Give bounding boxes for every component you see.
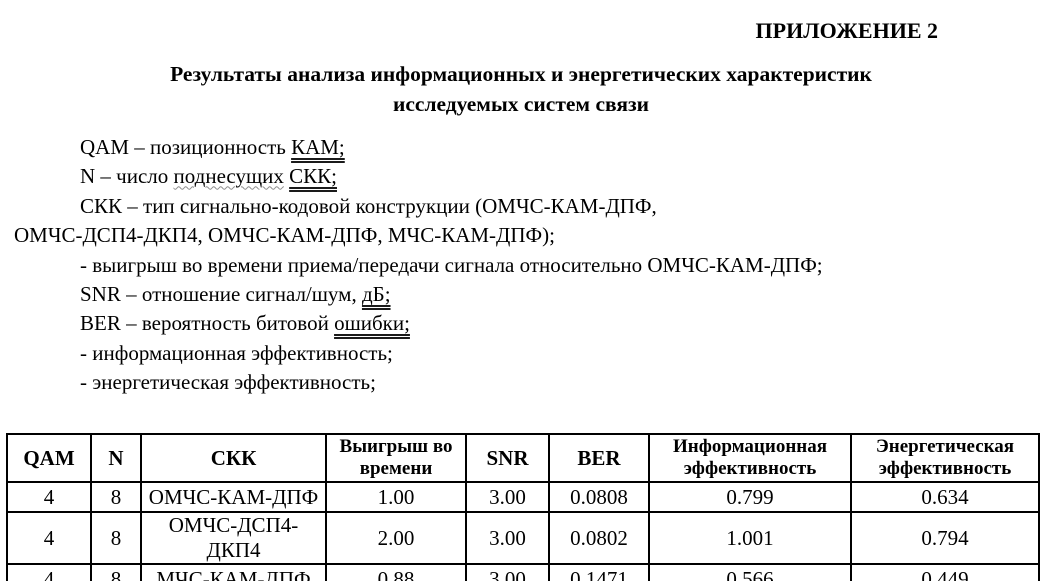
cell-time-gain: 0.88 — [325, 563, 467, 581]
header-time-gain: Выигрыш во времени — [325, 433, 467, 483]
grammar-underlined-text: ошибки; — [334, 311, 410, 336]
header-qam: QAM — [6, 433, 92, 483]
grammar-underlined-text: дБ; — [361, 282, 391, 307]
definition-line-skk: СКК – тип сигнально-кодовой конструкции … — [14, 192, 1028, 221]
header-energy-eff: Энергетическая эффективность — [850, 433, 1040, 483]
spellcheck-underlined-text: поднесущих — [173, 164, 284, 189]
grammar-underlined-text: КАМ; — [291, 135, 345, 159]
table-row: 4 8 МЧС-КАМ-ДПФ 0.88 3.00 0.1471 0.566 0… — [6, 563, 1040, 581]
definition-line-energy-eff: - энергетическая эффективность; — [14, 368, 1028, 397]
definitions-list: QAM – позиционность КАМ; N – число подне… — [14, 133, 1028, 398]
cell-snr: 3.00 — [465, 563, 550, 581]
cell-ber: 0.0802 — [548, 511, 650, 565]
definition-line-qam: QAM – позиционность КАМ; — [14, 133, 1028, 162]
cell-info-eff: 0.566 — [648, 563, 852, 581]
definition-text: ОМЧС-ДСП4-ДКП4, ОМЧС-КАМ-ДПФ, МЧС-КАМ-ДП… — [14, 223, 555, 248]
cell-energy-eff: 0.449 — [850, 563, 1040, 581]
cell-skk: МЧС-КАМ-ДПФ — [140, 563, 327, 581]
header-n: N — [90, 433, 142, 483]
definition-text: - выигрыш во времени приема/передачи сиг… — [80, 252, 823, 277]
header-snr: SNR — [465, 433, 550, 483]
cell-n: 8 — [90, 563, 142, 581]
table-header-row: QAM N СКК Выигрыш во времени SNR BER Инф… — [6, 433, 1040, 483]
definition-line-skk-continued: ОМЧС-ДСП4-ДКП4, ОМЧС-КАМ-ДПФ, МЧС-КАМ-ДП… — [14, 221, 1028, 250]
grammar-underlined-text: СКК; — [289, 164, 337, 189]
document-title: Результаты анализа информационных и энер… — [20, 60, 1022, 119]
header-info-eff: Информационная эффективность — [648, 433, 852, 483]
cell-skk: ОМЧС-КАМ-ДПФ — [140, 481, 327, 513]
definition-line-time-gain: - выигрыш во времени приема/передачи сиг… — [14, 251, 1028, 280]
results-table: QAM N СКК Выигрыш во времени SNR BER Инф… — [6, 433, 1040, 581]
cell-qam: 4 — [6, 563, 92, 581]
definition-text: BER – вероятность битовой — [80, 311, 335, 336]
cell-ber: 0.1471 — [548, 563, 650, 581]
cell-n: 8 — [90, 481, 142, 513]
document-title-line2: исследуемых систем связи — [393, 91, 649, 116]
definition-line-info-eff: - информационная эффективность; — [14, 339, 1028, 368]
cell-time-gain: 1.00 — [325, 481, 467, 513]
header-ber: BER — [548, 433, 650, 483]
definition-text: SNR – отношение сигнал/шум, — [80, 282, 362, 307]
cell-info-eff: 0.799 — [648, 481, 852, 513]
appendix-heading: ПРИЛОЖЕНИЕ 2 — [755, 18, 938, 43]
definition-line-n: N – число поднесущих СКК; — [14, 162, 1028, 191]
cell-qam: 4 — [6, 481, 92, 513]
definition-line-snr: SNR – отношение сигнал/шум, дБ; — [14, 280, 1028, 309]
definition-text: QAM – позиционность — [80, 135, 292, 159]
cell-energy-eff: 0.634 — [850, 481, 1040, 513]
header-skk: СКК — [140, 433, 327, 483]
cell-qam: 4 — [6, 511, 92, 565]
cell-snr: 3.00 — [465, 511, 550, 565]
cell-ber: 0.0808 — [548, 481, 650, 513]
definition-text: - информационная эффективность; — [80, 340, 393, 365]
cell-energy-eff: 0.794 — [850, 511, 1040, 565]
cell-n: 8 — [90, 511, 142, 565]
cell-time-gain: 2.00 — [325, 511, 467, 565]
cell-snr: 3.00 — [465, 481, 550, 513]
cell-info-eff: 1.001 — [648, 511, 852, 565]
cell-skk: ОМЧС-ДСП4-ДКП4 — [140, 511, 327, 565]
document-title-line1: Результаты анализа информационных и энер… — [170, 62, 872, 86]
table-row: 4 8 ОМЧС-ДСП4-ДКП4 2.00 3.00 0.0802 1.00… — [6, 511, 1040, 565]
definition-line-ber: BER – вероятность битовой ошибки; — [14, 309, 1028, 338]
definition-text: - энергетическая эффективность; — [80, 370, 376, 395]
definition-text: N – число — [80, 164, 174, 189]
table-row: 4 8 ОМЧС-КАМ-ДПФ 1.00 3.00 0.0808 0.799 … — [6, 481, 1040, 513]
definition-text: СКК – тип сигнально-кодовой конструкции … — [80, 193, 657, 218]
